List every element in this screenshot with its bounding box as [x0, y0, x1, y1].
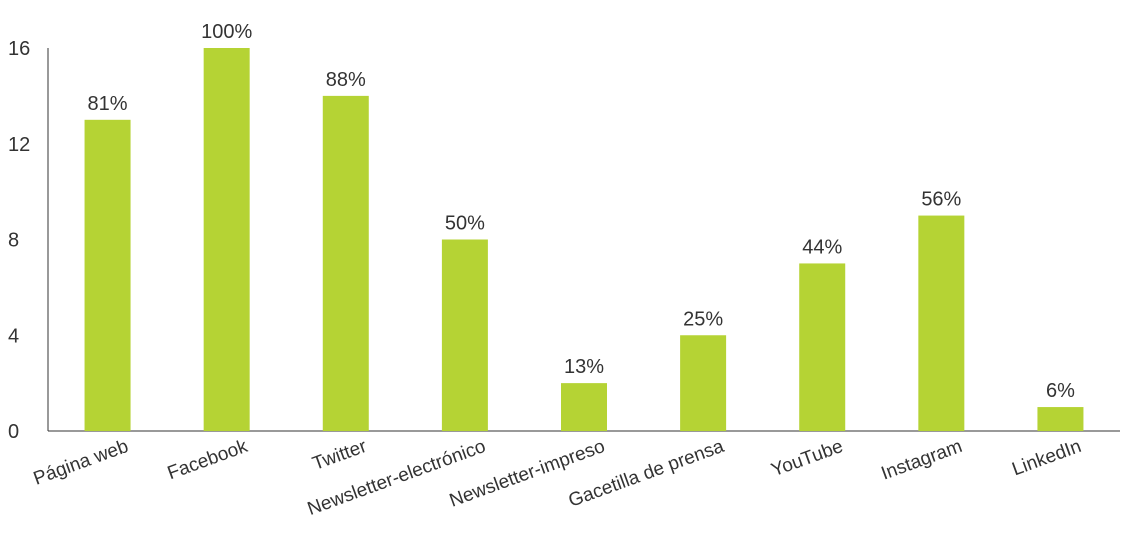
x-category-label: LinkedIn	[1009, 436, 1084, 480]
x-category-label: Facebook	[165, 436, 251, 484]
data-label: 13%	[564, 356, 604, 378]
data-label: 81%	[88, 93, 128, 115]
y-tick-label: 8	[8, 230, 19, 252]
bar	[918, 216, 964, 431]
bar	[561, 383, 607, 431]
y-tick-label: 16	[8, 38, 30, 60]
y-tick-label: 12	[8, 134, 30, 156]
y-tick-label: 0	[8, 421, 19, 443]
x-category-label: YouTube	[769, 436, 846, 481]
bar	[442, 240, 488, 432]
data-label: 100%	[201, 21, 252, 43]
bar	[204, 48, 250, 431]
data-label: 56%	[921, 189, 961, 211]
data-label: 44%	[802, 236, 842, 258]
data-label: 25%	[683, 308, 723, 330]
data-label: 6%	[1046, 380, 1075, 402]
bar	[85, 120, 131, 431]
y-axis-ticks: 0 4 8 12 16	[8, 38, 30, 443]
data-label: 88%	[326, 69, 366, 91]
category-labels-group: Página web Facebook TwitterNewsletter-elec…	[31, 436, 1084, 520]
bar	[680, 335, 726, 431]
bar	[323, 96, 369, 431]
y-tick-label: 4	[8, 325, 19, 347]
x-category-label: Página web	[31, 436, 131, 490]
data-label: 50%	[445, 213, 485, 235]
x-category-label: Instagram	[878, 436, 965, 485]
bar	[1037, 407, 1083, 431]
bar	[799, 263, 845, 431]
x-category-label: Twitter	[310, 436, 370, 475]
